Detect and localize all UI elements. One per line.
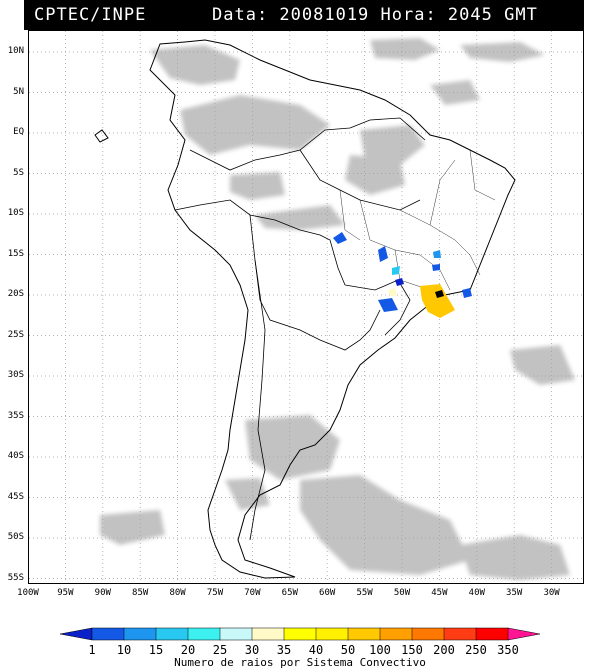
lat-label: 40S <box>7 451 24 461</box>
lat-lon-grid <box>29 31 583 583</box>
lat-label: EQ <box>13 127 24 137</box>
colorbar-tick-label: 250 <box>465 643 487 657</box>
map-panel[interactable] <box>28 30 584 584</box>
lat-label: 20S <box>7 289 24 299</box>
country-borders <box>174 117 426 541</box>
lon-label: 90W <box>94 588 111 598</box>
lat-label: 10N <box>7 46 24 56</box>
colorbar-caption: Numero de raios por Sistema Convectivo <box>174 656 426 669</box>
lat-label: 25S <box>7 329 24 340</box>
colorbar-tick-label: 30 <box>244 643 260 657</box>
colorbar-segment <box>347 627 381 641</box>
state-borders <box>339 149 496 291</box>
lat-label: 15S <box>7 248 24 259</box>
cloud-cover <box>100 38 575 580</box>
lon-label: 80W <box>169 588 186 598</box>
colorbar-tick-label: 25 <box>212 643 228 657</box>
lon-label: 95W <box>57 588 74 598</box>
colorbar-segment <box>411 627 445 641</box>
convective-systems <box>333 232 472 318</box>
colorbar-tick-label: 40 <box>308 643 324 657</box>
source-label: CPTEC/INPE <box>34 5 147 25</box>
colorbar-segment <box>507 627 541 641</box>
title-bar: CPTEC/INPE Data: 20081019 Hora: 2045 GMT <box>24 0 584 30</box>
lat-label: 5S <box>13 167 24 178</box>
lat-label: 35S <box>7 410 24 421</box>
colorbar-tick-label: 15 <box>148 643 164 657</box>
lat-label: 55S <box>7 572 24 583</box>
colorbar <box>59 627 541 641</box>
colorbar-segment <box>123 627 157 641</box>
colorbar-segment <box>283 627 317 641</box>
colorbar-tick-label: 20 <box>180 643 196 657</box>
colorbar-tick-label: 100 <box>369 643 391 657</box>
colorbar-segment <box>379 627 413 641</box>
colorbar-segment <box>219 627 253 641</box>
colorbar-segment <box>59 627 93 641</box>
lon-label: 60W <box>319 588 336 598</box>
colorbar-tick-label: 150 <box>401 643 423 657</box>
lon-label: 70W <box>244 588 261 598</box>
lat-label: 30S <box>7 370 24 380</box>
lat-label: 50S <box>7 532 24 542</box>
colorbar-segment <box>187 627 221 641</box>
lon-label: 65W <box>281 588 298 598</box>
colorbar-segment <box>155 627 189 641</box>
lat-label: 10S <box>7 208 24 218</box>
lon-label: 55W <box>356 588 373 598</box>
colorbar-tick-label: 10 <box>116 643 132 657</box>
lon-label: 40W <box>468 588 485 598</box>
lon-label: 100W <box>17 588 39 598</box>
lat-label: 5N <box>13 86 24 97</box>
lon-label: 50W <box>393 588 411 598</box>
colorbar-tick-label: 350 <box>497 643 519 657</box>
lat-label: 45S <box>7 491 24 502</box>
lon-label: 35W <box>506 588 523 598</box>
colorbar-tick-label: 35 <box>276 643 292 657</box>
colorbar-segment <box>443 627 477 641</box>
colorbar-segment <box>475 627 509 641</box>
colorbar-tick-label: 50 <box>340 643 356 657</box>
colorbar-tick-label: 200 <box>433 643 455 657</box>
lon-label: 45W <box>431 588 448 598</box>
coastline <box>94 39 516 579</box>
colorbar-segment <box>251 627 285 641</box>
lon-label: 85W <box>132 588 149 598</box>
lon-label: 30W <box>543 588 560 598</box>
colorbar-segment <box>91 627 125 641</box>
datetime-label: Data: 20081019 Hora: 2045 GMT <box>212 5 538 25</box>
lon-label: 75W <box>206 588 224 598</box>
colorbar-segment <box>315 627 349 641</box>
colorbar-tick-label: 1 <box>88 643 96 657</box>
